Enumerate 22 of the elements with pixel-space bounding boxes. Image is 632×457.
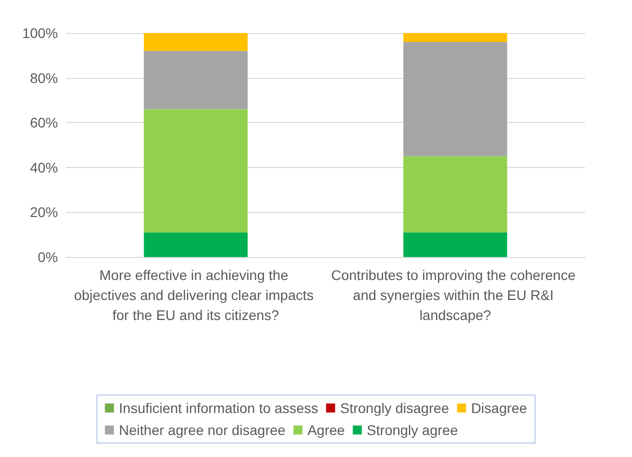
bar (144, 232, 248, 257)
y-tick-label: 0% (38, 249, 58, 265)
y-tick-label: 40% (30, 159, 58, 176)
legend-label: Disagree (471, 400, 528, 416)
legend-label: Strongly agree (366, 422, 458, 438)
x-tick-label: Contributes to improving the coherence and synergies within the EU R&I landscape? (331, 267, 580, 323)
bar (403, 232, 508, 257)
legend-label: Strongly disagree (340, 400, 450, 416)
bar (403, 42, 508, 156)
legend-label: Insuficient information to assess (118, 400, 318, 416)
y-tick-label: 60% (30, 114, 58, 131)
bar (144, 109, 248, 232)
y-tick-label: 20% (30, 204, 58, 220)
bar (144, 33, 248, 51)
x-tick-label: More effective in achieving the objectives and delivering clear impacts for the EU and its citizens? (74, 267, 318, 323)
y-tick-label: 80% (30, 70, 58, 86)
legend-label: Agree (307, 422, 346, 438)
bar (403, 33, 508, 42)
y-tick-label: 100% (22, 25, 58, 41)
legend-label: Neither agree nor disagree (118, 422, 286, 438)
bar (403, 156, 508, 232)
bar (144, 50, 248, 110)
